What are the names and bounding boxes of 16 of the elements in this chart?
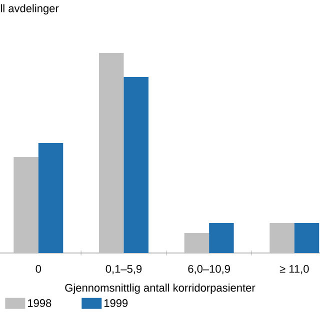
bar <box>209 223 234 253</box>
x-axis-title: Gjennomsnittlig antall korridorpasienter <box>65 284 256 294</box>
x-tick-label: 0,1–5,9 <box>106 264 142 274</box>
y-axis-title: ll avdelinger <box>0 4 59 14</box>
bar <box>124 77 148 253</box>
x-tick-label: 6,0–10,9 <box>188 264 230 274</box>
bar <box>294 223 320 253</box>
legend-label: 1998 <box>28 299 52 307</box>
bar <box>270 223 294 253</box>
bar <box>98 53 124 253</box>
x-tick-label: ≥ 11,0 <box>280 264 309 274</box>
bar <box>14 157 38 253</box>
x-tick-label: 0 <box>36 264 42 273</box>
bar <box>38 143 64 253</box>
bar <box>184 233 210 253</box>
legend-label: 1999 <box>104 299 128 307</box>
